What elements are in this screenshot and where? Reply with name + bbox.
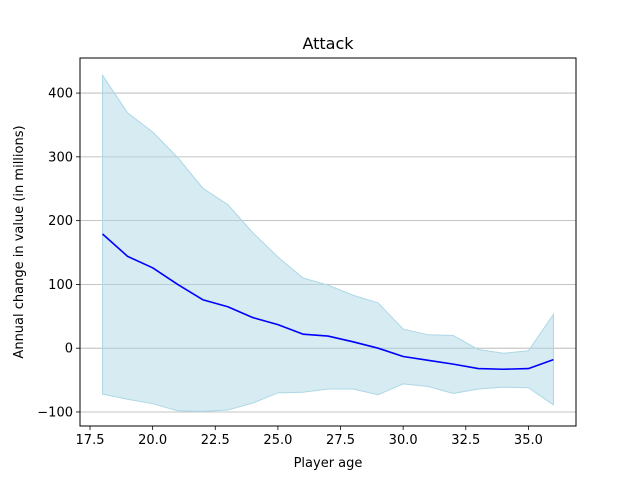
y-tick-label-2: 100 — [48, 278, 73, 293]
y-axis-ticks: −100 0 100 200 300 400 — [37, 87, 80, 420]
chart-title: Attack — [302, 34, 354, 53]
confidence-band — [102, 73, 554, 412]
series-lines — [102, 233, 554, 371]
x-tick-label-0: 17.5 — [76, 433, 105, 448]
y-tick-label-3: 200 — [48, 214, 73, 229]
y-tick-label-1: 0 — [65, 342, 73, 357]
y-tick-label-4: 300 — [48, 150, 73, 165]
series-line-0 — [102, 233, 554, 371]
x-tick-label-2: 22.5 — [201, 433, 230, 448]
y-tick-label-5: 400 — [48, 87, 73, 102]
plot-frame — [79, 57, 577, 427]
x-tick-label-5: 30.0 — [389, 433, 418, 448]
y-axis-label: Annual change in value (in millions) — [12, 125, 27, 358]
x-axis-ticks: 17.5 20.0 22.5 25.0 27.5 30.0 32.5 35.0 — [76, 426, 543, 448]
x-axis-label: Player age — [294, 456, 363, 471]
band-area — [102, 73, 554, 412]
x-tick-label-4: 27.5 — [326, 433, 355, 448]
x-tick-label-3: 25.0 — [263, 433, 292, 448]
x-tick-label-7: 35.0 — [514, 433, 543, 448]
x-tick-label-6: 32.5 — [451, 433, 480, 448]
y-tick-label-0: −100 — [37, 405, 73, 420]
x-tick-label-1: 20.0 — [138, 433, 167, 448]
